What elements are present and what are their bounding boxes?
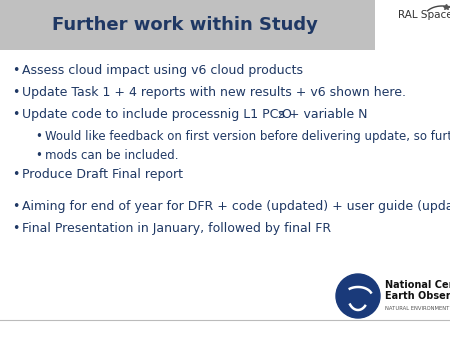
Text: NATURAL ENVIRONMENT RESEARCH COUNCIL: NATURAL ENVIRONMENT RESEARCH COUNCIL [385,306,450,311]
Circle shape [336,274,380,318]
Text: •: • [35,130,42,143]
Text: 2: 2 [277,111,283,120]
Text: National Centre for: National Centre for [385,280,450,290]
Text: •: • [12,108,19,121]
Text: •: • [12,168,19,181]
Text: Earth Observation: Earth Observation [385,291,450,301]
FancyBboxPatch shape [0,0,375,50]
Text: Assess cloud impact using v6 cloud products: Assess cloud impact using v6 cloud produ… [22,64,303,77]
Text: •: • [12,86,19,99]
Text: •: • [12,64,19,77]
Text: Further work within Study: Further work within Study [52,16,318,34]
Text: Would like feedback on first version before delivering update, so further: Would like feedback on first version bef… [45,130,450,143]
Text: Aiming for end of year for DFR + code (updated) + user guide (updated): Aiming for end of year for DFR + code (u… [22,200,450,213]
Text: mods can be included.: mods can be included. [45,149,179,162]
Text: O: O [281,108,291,121]
Text: •: • [12,200,19,213]
Text: •: • [35,149,42,162]
Text: Update Task 1 + 4 reports with new results + v6 shown here.: Update Task 1 + 4 reports with new resul… [22,86,406,99]
Text: Final Presentation in January, followed by final FR: Final Presentation in January, followed … [22,222,331,235]
Text: Produce Draft Final report: Produce Draft Final report [22,168,183,181]
Text: Update code to include processnig L1 PCs + variable N: Update code to include processnig L1 PCs… [22,108,368,121]
Text: RAL Space: RAL Space [398,10,450,20]
Text: •: • [12,222,19,235]
